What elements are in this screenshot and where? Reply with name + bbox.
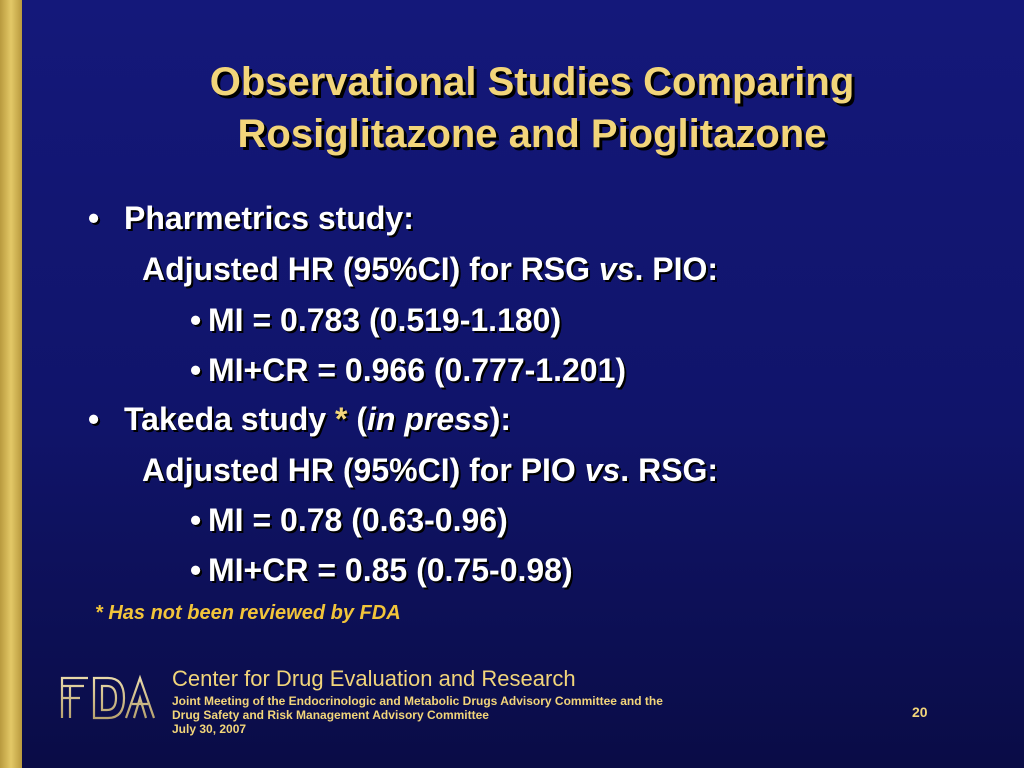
footer-meeting-line-1: Joint Meeting of the Endocrinologic and … xyxy=(172,694,663,708)
item-text: MI+CR = 0.966 (0.777-1.201) xyxy=(208,352,627,388)
slide-title: Observational Studies Comparing Rosiglit… xyxy=(40,56,1024,160)
pharmetrics-subhead: Adjusted HR (95%CI) for RSG vs. PIO: xyxy=(142,249,718,289)
footnote-asterisk: * xyxy=(335,401,348,437)
label-suffix: ): xyxy=(489,401,512,437)
bullet-icon: • xyxy=(88,401,100,437)
footer-org-name: Center for Drug Evaluation and Research xyxy=(172,666,576,691)
pharmetrics-item-mi: • MI = 0.783 (0.519-1.180) xyxy=(190,300,561,340)
sub-bullet-icon: • xyxy=(190,302,202,338)
sub-bullet-icon: • xyxy=(190,502,202,538)
sub-bullet-icon: • xyxy=(190,552,202,588)
footnote: * Has not been reviewed by FDA xyxy=(95,602,401,624)
item-text: MI = 0.78 (0.63-0.96) xyxy=(208,502,508,538)
footer-date: July 30, 2007 xyxy=(172,722,247,736)
page-number: 20 xyxy=(912,704,928,720)
paren-open: ( xyxy=(347,401,368,437)
subhead-italic: vs xyxy=(584,452,621,488)
fda-logo-icon xyxy=(60,674,156,720)
item-text: MI = 0.783 (0.519-1.180) xyxy=(208,302,562,338)
pharmetrics-label: Pharmetrics study: xyxy=(124,200,414,236)
takeda-item-micr: • MI+CR = 0.85 (0.75-0.98) xyxy=(190,550,573,590)
subhead-suffix: . RSG: xyxy=(620,452,719,488)
bullet-takeda: • Takeda study * (in press): xyxy=(88,399,511,439)
subhead-italic: vs xyxy=(598,251,635,287)
bullet-icon: • xyxy=(88,200,100,236)
pharmetrics-item-micr: • MI+CR = 0.966 (0.777-1.201) xyxy=(190,350,626,390)
takeda-subhead: Adjusted HR (95%CI) for PIO vs. RSG: xyxy=(142,450,718,490)
subhead-text: Adjusted HR (95%CI) for RSG xyxy=(142,251,599,287)
left-accent-bar xyxy=(0,0,22,768)
footer-meeting-line-2: Drug Safety and Risk Management Advisory… xyxy=(172,708,489,722)
bullet-pharmetrics: • Pharmetrics study: xyxy=(88,198,414,238)
item-text: MI+CR = 0.85 (0.75-0.98) xyxy=(208,552,573,588)
slide-title-line-1: Observational Studies Comparing xyxy=(209,60,855,104)
subhead-suffix: . PIO: xyxy=(634,251,719,287)
takeda-item-mi: • MI = 0.78 (0.63-0.96) xyxy=(190,500,508,540)
sub-bullet-icon: • xyxy=(190,352,202,388)
slide-title-line-2: Rosiglitazone and Pioglitazone xyxy=(237,112,827,156)
subhead-text: Adjusted HR (95%CI) for PIO xyxy=(142,452,585,488)
in-press-label: in press xyxy=(367,401,490,437)
takeda-label: Takeda study xyxy=(124,401,336,437)
